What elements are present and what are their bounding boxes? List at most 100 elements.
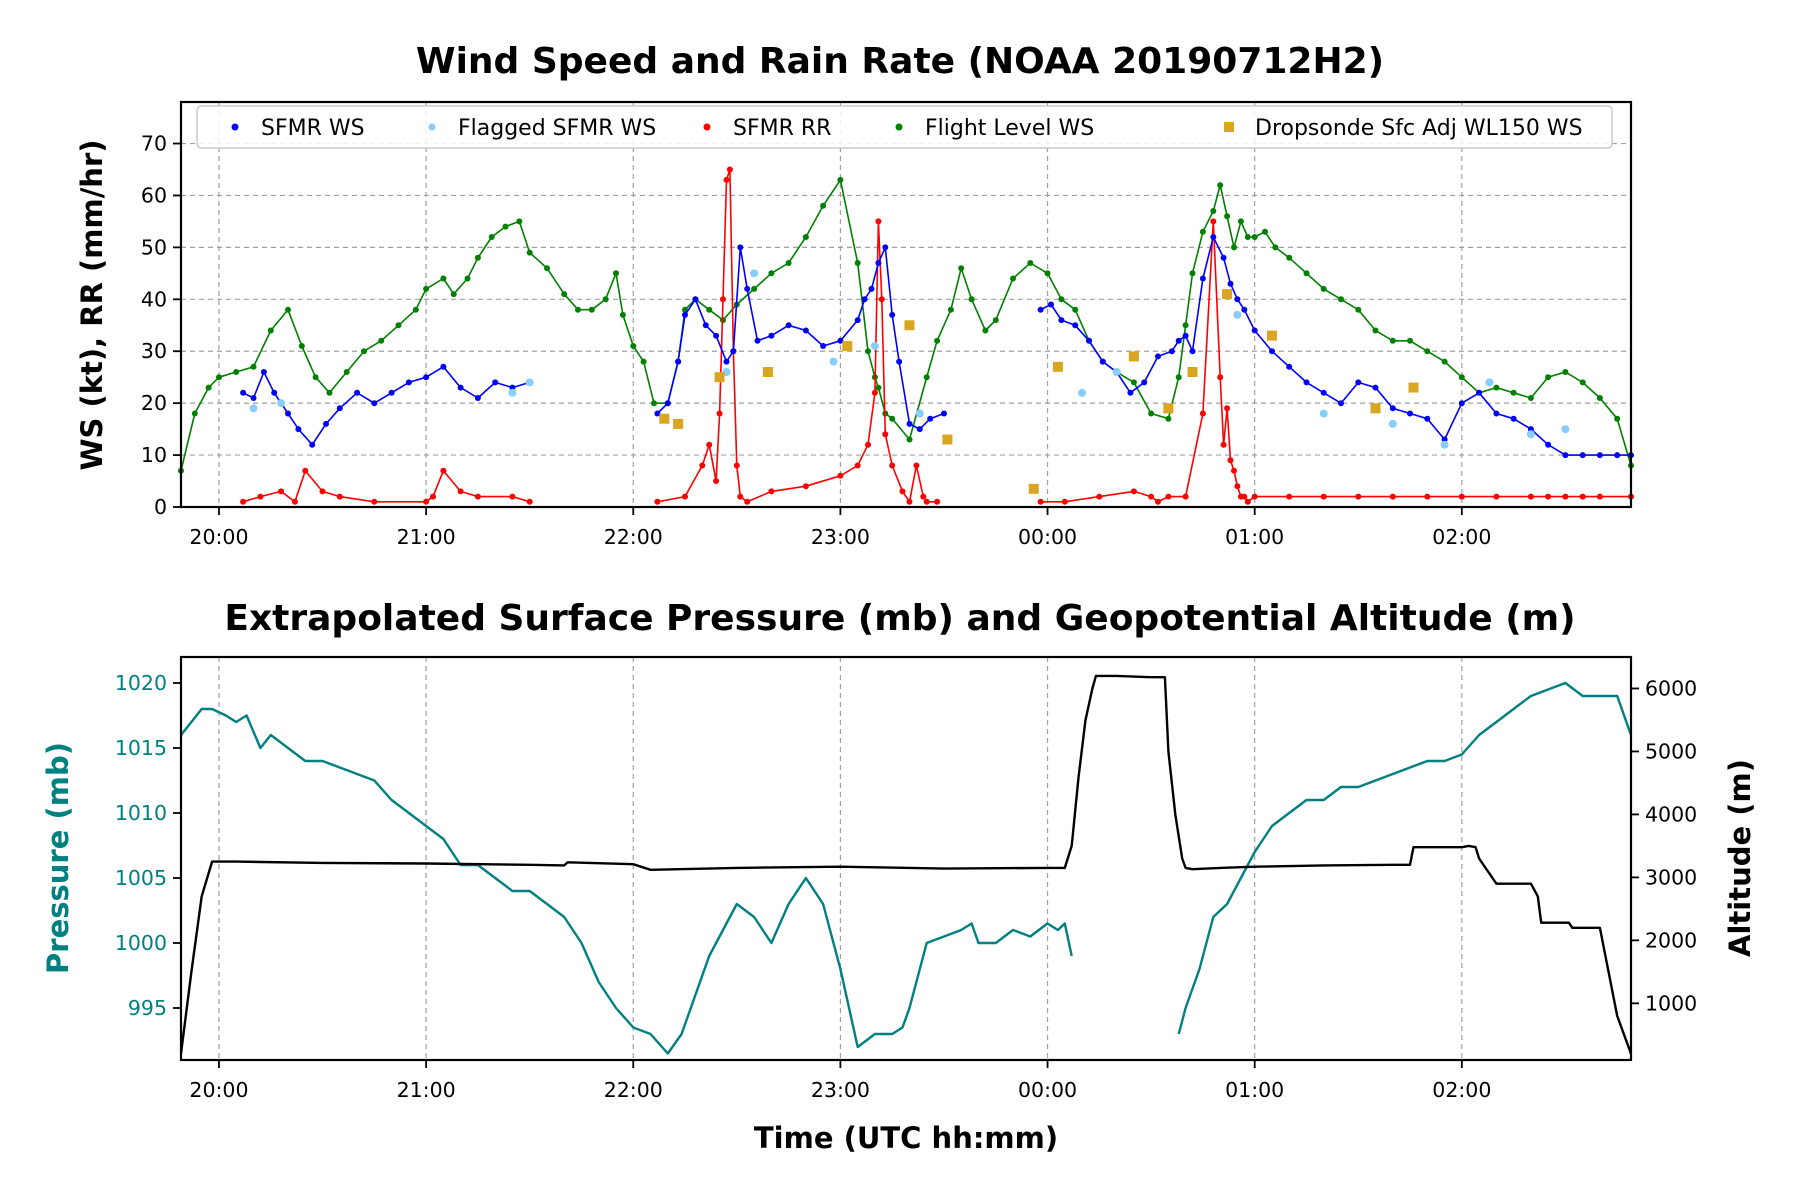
sfmr-rr-point bbox=[878, 296, 885, 303]
sfmr-ws-point bbox=[744, 285, 751, 292]
flight-level-ws-point bbox=[1527, 395, 1534, 401]
flight-level-ws-point bbox=[947, 306, 954, 313]
sfmr-rr-point bbox=[1199, 410, 1206, 417]
flight-level-ws-point bbox=[651, 400, 657, 407]
flight-level-ws-point bbox=[1303, 270, 1310, 277]
sfmr-ws-point bbox=[1338, 400, 1344, 407]
pressure-altitude-ticks: 20:00 21:00 22:00 23:00 00:00 01:00 02:00 995 10… bbox=[115, 671, 1697, 1102]
sfmr-rr-point bbox=[1355, 493, 1362, 500]
top-y-tick-label: 70 bbox=[141, 132, 167, 156]
flight-level-ws-point bbox=[1027, 260, 1034, 266]
flight-level-ws-point bbox=[1407, 337, 1413, 344]
sfmr-rr-point bbox=[457, 488, 464, 495]
sfmr-ws-point bbox=[1269, 348, 1275, 355]
sfmr-rr-point bbox=[302, 467, 309, 474]
sfmr-rr-point bbox=[1562, 493, 1569, 500]
sfmr-rr-point bbox=[257, 493, 264, 500]
sfmr-rr-point bbox=[1220, 441, 1227, 448]
flight-level-ws-point bbox=[875, 384, 882, 391]
flight-level-ws-point bbox=[361, 348, 367, 355]
sfmr-rr-point bbox=[509, 493, 516, 500]
sfmr-rr-point bbox=[1210, 218, 1217, 225]
bottom-x-tick-label: 20:00 bbox=[189, 1078, 248, 1102]
top-y-tick-label: 10 bbox=[141, 443, 167, 467]
sfmr-rr-point bbox=[733, 462, 740, 469]
sfmr-ws-point bbox=[240, 389, 247, 396]
sfmr-rr-point bbox=[1165, 493, 1172, 500]
sfmr-ws-point bbox=[896, 358, 903, 365]
flight-level-ws-point bbox=[1210, 208, 1217, 214]
sfmr-rr-point bbox=[278, 488, 285, 495]
sfmr-ws-point bbox=[1510, 415, 1517, 422]
sfmr-ws-point bbox=[1303, 379, 1310, 386]
top-y-tick-label: 60 bbox=[141, 183, 167, 207]
bottom-x-tick-label: 02:00 bbox=[1432, 1078, 1491, 1102]
flight-level-ws-point bbox=[619, 311, 626, 318]
sfmr-ws-point bbox=[692, 296, 699, 303]
top-x-tick-label: 22:00 bbox=[604, 525, 663, 549]
flight-level-ws-point bbox=[785, 260, 792, 266]
sfmr-rr-point bbox=[723, 176, 730, 183]
flight-level-ws-point bbox=[1165, 415, 1172, 422]
sfmr-ws-point bbox=[861, 296, 868, 303]
altitude-tick-label: 5000 bbox=[1645, 739, 1697, 763]
sfmr-ws-point bbox=[336, 405, 343, 412]
sfmr-ws-point bbox=[916, 426, 923, 433]
sfmr-rr-point bbox=[854, 462, 861, 469]
sfmr-ws-point bbox=[1227, 280, 1234, 287]
flight-level-ws-point bbox=[516, 218, 523, 225]
flight-level-ws-point bbox=[1130, 379, 1137, 386]
flight-level-ws-point bbox=[474, 254, 481, 261]
flight-level-ws-point bbox=[1424, 348, 1431, 355]
sfmr-rr-point bbox=[423, 498, 430, 505]
flight-level-ws-point bbox=[1262, 228, 1268, 235]
flight-level-ws-point bbox=[1231, 244, 1237, 251]
flight-level-ws-point bbox=[889, 415, 896, 422]
sfmr-ws-point bbox=[260, 369, 267, 375]
flight-level-ws-point bbox=[1579, 379, 1586, 386]
legend-label: Dropsonde Sfc Adj WL150 WS bbox=[1255, 116, 1583, 141]
sfmr-ws-point bbox=[474, 395, 481, 401]
top-x-tick-label: 00:00 bbox=[1018, 525, 1077, 549]
sfmr-ws-point bbox=[1596, 452, 1603, 459]
sfmr-rr-line bbox=[242, 469, 530, 503]
sfmr-ws-point bbox=[906, 420, 913, 427]
sfmr-rr-point bbox=[1096, 493, 1103, 500]
flagged-sfmr-point bbox=[249, 404, 258, 413]
flight-level-ws-point bbox=[706, 306, 713, 313]
sfmr-rr-line bbox=[1040, 220, 1631, 503]
flight-level-ws-point bbox=[312, 374, 319, 381]
series-flight-level-ws bbox=[178, 176, 1634, 474]
sfmr-ws-point bbox=[1579, 452, 1586, 459]
flight-level-ws-point bbox=[1272, 244, 1279, 251]
sfmr-rr-point bbox=[1227, 457, 1234, 464]
flight-level-ws-point bbox=[640, 358, 647, 365]
top-x-tick-label: 23:00 bbox=[811, 525, 870, 549]
top-y-tick-label: 0 bbox=[154, 495, 167, 519]
pressure-line bbox=[180, 707, 1073, 1055]
sfmr-rr-point bbox=[706, 441, 713, 448]
flight-level-ws-point bbox=[561, 291, 568, 298]
flight-level-ws-point bbox=[588, 306, 595, 313]
dropsonde-point bbox=[1370, 403, 1381, 414]
legend-box bbox=[196, 105, 1613, 149]
pressure-altitude-series bbox=[179, 674, 1633, 1055]
sfmr-rr-point bbox=[1244, 498, 1251, 505]
sfmr-ws-point bbox=[1210, 234, 1217, 240]
sfmr-rr-point bbox=[1251, 493, 1258, 500]
flight-level-ws-point bbox=[1493, 384, 1500, 391]
sfmr-ws-point bbox=[250, 395, 257, 401]
dropsonde-point bbox=[1266, 330, 1277, 341]
flight-level-ws-point bbox=[768, 270, 775, 277]
legend-label: SFMR WS bbox=[261, 116, 365, 141]
sfmr-rr-point bbox=[802, 483, 809, 490]
flight-level-ws-point bbox=[250, 363, 257, 370]
sfmr-rr-point bbox=[319, 488, 326, 495]
sfmr-rr-point bbox=[920, 493, 927, 500]
flight-level-ws-point bbox=[412, 306, 419, 313]
dropsonde-point bbox=[1163, 403, 1174, 414]
sfmr-ws-point bbox=[1058, 317, 1065, 324]
sfmr-ws-point bbox=[1072, 322, 1079, 329]
flight-level-ws-point bbox=[1044, 270, 1051, 277]
